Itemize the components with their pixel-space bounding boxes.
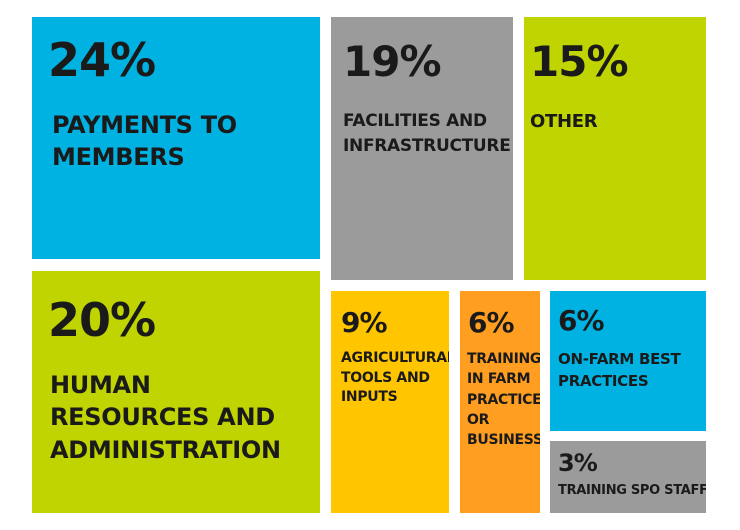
- tile-label: AGRICULTURAL TOOLS AND INPUTS: [341, 350, 449, 406]
- tile-percent: 24%: [48, 33, 156, 87]
- tile-payments-to-members: 24% PAYMENTS TO MEMBERS: [32, 17, 320, 259]
- tile-label: TRAINING IN FARM PRACTICE OR BUSINESS: [467, 351, 540, 449]
- tile-percent: 19%: [343, 37, 442, 86]
- tile-label: ON-FARM BEST PRACTICES: [558, 350, 681, 390]
- tile-agricultural-tools-and-inputs: 9% AGRICULTURAL TOOLS AND INPUTS: [331, 291, 449, 513]
- tile-percent: 6%: [468, 306, 515, 339]
- tile-other: 15% OTHER: [524, 17, 706, 280]
- tile-facilities-and-infrastructure: 19% FACILITIES AND INFRASTRUCTURE: [331, 17, 513, 280]
- tile-label: FACILITIES AND INFRASTRUCTURE: [343, 111, 511, 156]
- tile-percent: 15%: [530, 37, 629, 86]
- tile-training-spo-staff: 3% TRAINING SPO STAFF: [550, 441, 706, 513]
- tile-on-farm-best-practices: 6% ON-FARM BEST PRACTICES: [550, 291, 706, 431]
- tile-percent: 20%: [48, 293, 156, 347]
- tile-label: TRAINING SPO STAFF: [558, 483, 706, 498]
- tile-label: HUMAN RESOURCES AND ADMINISTRATION: [50, 371, 281, 464]
- tile-training-in-farm-practice-or-business: 6% TRAINING IN FARM PRACTICE OR BUSINESS: [460, 291, 540, 513]
- tile-label: PAYMENTS TO MEMBERS: [52, 111, 237, 172]
- tile-label: OTHER: [530, 111, 598, 132]
- tile-human-resources-and-administration: 20% HUMAN RESOURCES AND ADMINISTRATION: [32, 271, 320, 513]
- tile-percent: 6%: [558, 304, 605, 337]
- tile-percent: 3%: [558, 449, 598, 477]
- tile-percent: 9%: [341, 306, 388, 339]
